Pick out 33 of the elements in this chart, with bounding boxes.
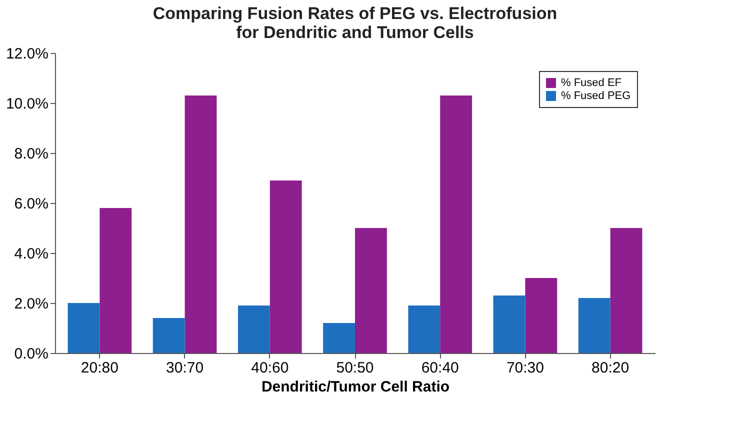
y-tick-label: 0.0% (14, 346, 48, 362)
x-tick-label: 30:70 (166, 360, 204, 376)
y-tick-label: 10.0% (6, 96, 48, 112)
x-tick-label: 40:60 (251, 360, 289, 376)
x-tick-label: 60:40 (421, 360, 459, 376)
bar (323, 323, 355, 353)
y-tick-label: 8.0% (14, 146, 48, 162)
bar (152, 318, 185, 353)
y-tick-label: 4.0% (14, 246, 48, 262)
bar (610, 228, 642, 353)
y-tick-label: 6.0% (14, 196, 48, 212)
legend-label: % Fused EF (561, 77, 622, 89)
bar (440, 96, 472, 353)
bar (68, 303, 100, 353)
bar (184, 96, 217, 353)
bar (270, 180, 302, 353)
bar (525, 278, 558, 353)
bar (408, 306, 440, 353)
bar (355, 228, 387, 353)
x-tick-label: 50:50 (336, 360, 374, 376)
legend-label: % Fused PEG (561, 90, 631, 102)
text: for Dendritic and Tumor Cells (236, 23, 474, 42)
bar (238, 306, 270, 353)
bar (493, 296, 526, 353)
x-axis-title: Dendritic/Tumor Cell Ratio (261, 378, 450, 396)
bar (100, 208, 132, 353)
x-tick-label: 20:80 (80, 360, 118, 376)
x-tick-label: 80:20 (592, 360, 630, 376)
bar (578, 298, 610, 353)
x-tick-label: 70:30 (506, 360, 544, 376)
y-tick-label: 12.0% (6, 46, 48, 62)
text: Comparing Fusion Rates of PEG vs. Electrofusion (152, 4, 558, 23)
y-tick-label: 2.0% (14, 296, 48, 312)
